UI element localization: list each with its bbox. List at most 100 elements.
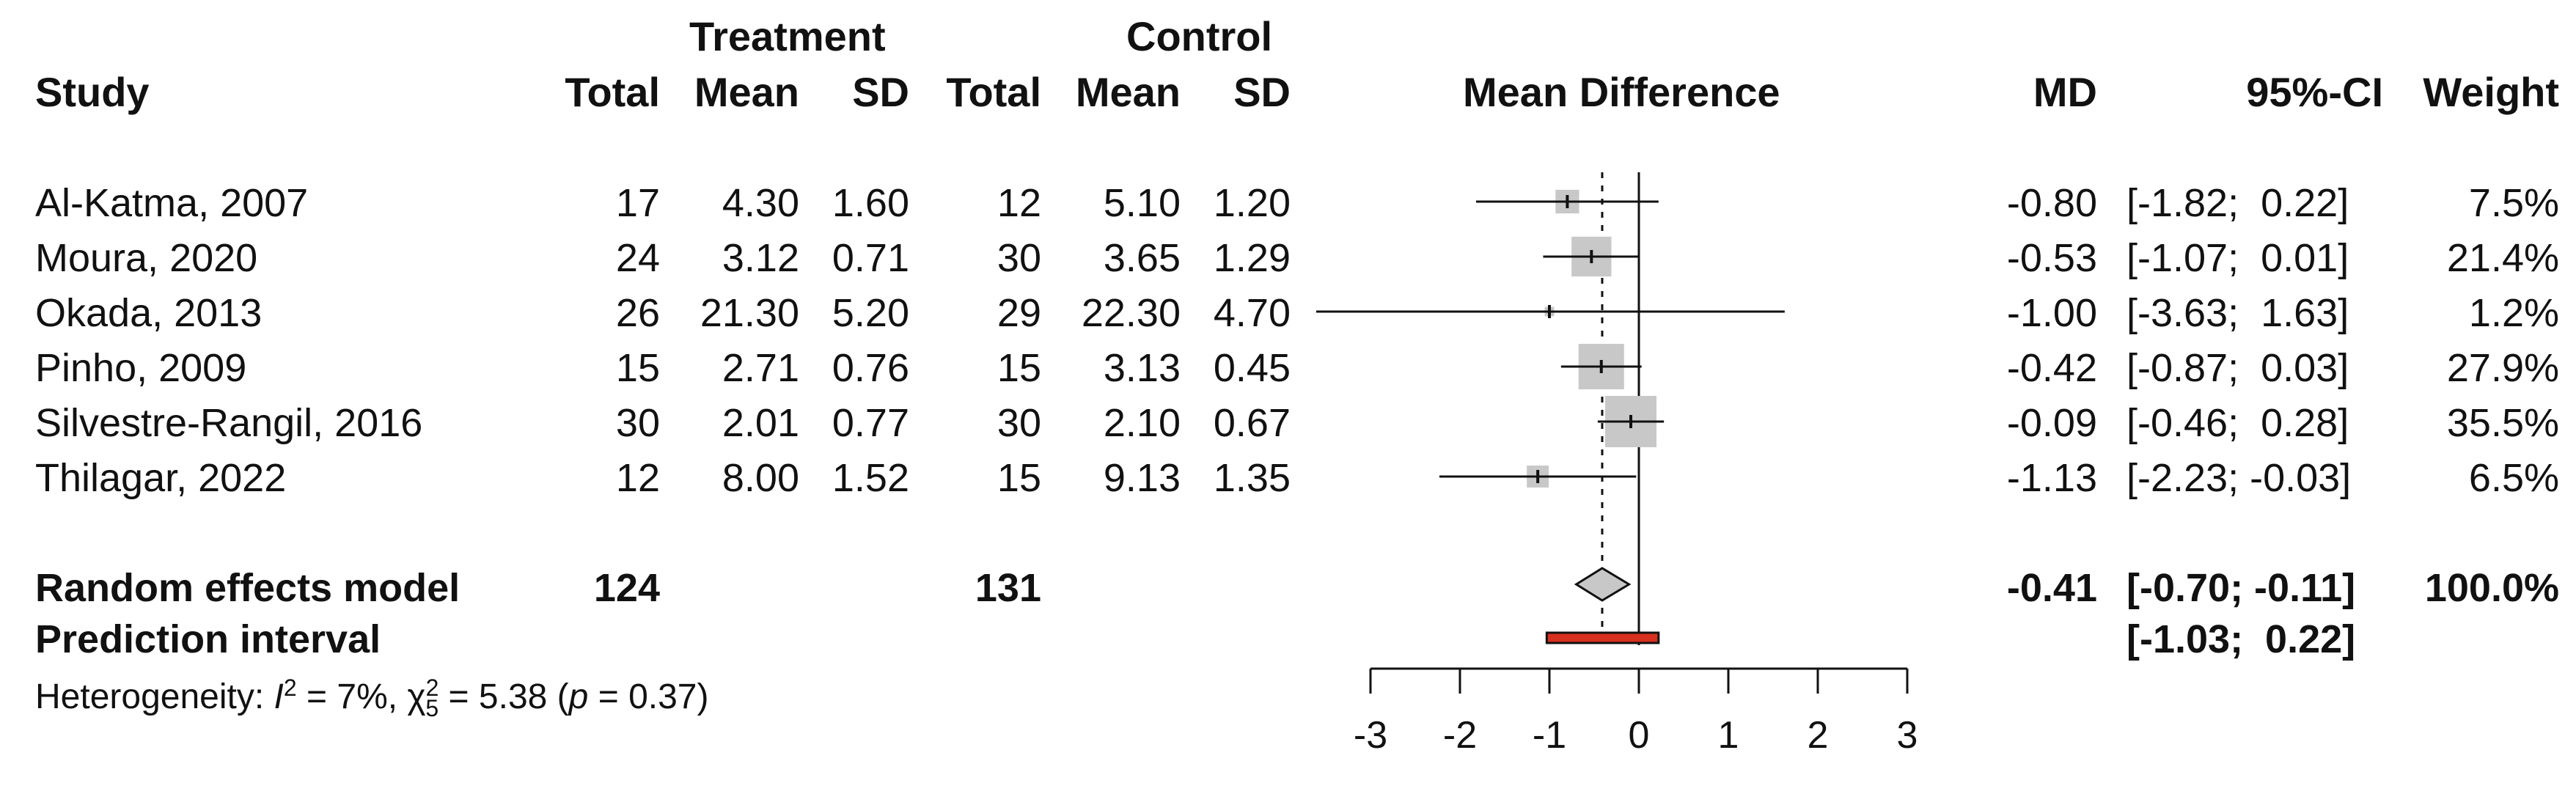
treatment-total: 17 bbox=[615, 181, 660, 225]
header-mean-difference: Mean Difference bbox=[1463, 69, 1780, 115]
weight-value: 7.5% bbox=[2468, 181, 2559, 225]
prediction-interval-ci: [-1.03; 0.22] bbox=[2127, 617, 2356, 661]
control-mean: 2.10 bbox=[1103, 401, 1181, 445]
treatment-total: 26 bbox=[615, 291, 660, 335]
x-axis-tick-label-6: 3 bbox=[1897, 714, 1918, 757]
treatment-mean: 2.01 bbox=[722, 401, 799, 445]
control-sd: 1.29 bbox=[1213, 236, 1291, 280]
study-name: Thilagar, 2022 bbox=[35, 456, 287, 500]
weight-value: 1.2% bbox=[2468, 291, 2559, 335]
study-name: Silvestre-Rangil, 2016 bbox=[35, 401, 423, 445]
md-value: -0.42 bbox=[2006, 346, 2097, 390]
treatment-sd: 0.77 bbox=[832, 401, 909, 445]
md-value: -0.80 bbox=[2006, 181, 2097, 225]
random-effects-control-total: 131 bbox=[975, 566, 1041, 610]
x-axis-tick-label-1: -2 bbox=[1443, 714, 1477, 757]
control-mean: 3.65 bbox=[1103, 236, 1181, 280]
x-axis-tick-label-3: 0 bbox=[1629, 714, 1650, 757]
study-name: Al-Katma, 2007 bbox=[35, 181, 309, 225]
study-name: Pinho, 2009 bbox=[35, 346, 247, 390]
treatment-sd: 0.71 bbox=[832, 236, 909, 280]
i2-value: = 7%, bbox=[296, 677, 408, 716]
chi-sub: 5 bbox=[425, 694, 439, 721]
treatment-mean: 8.00 bbox=[722, 456, 799, 500]
i2-symbol: I bbox=[274, 677, 284, 716]
md-value: -0.53 bbox=[2006, 236, 2097, 280]
heterogeneity-prefix: Heterogeneity: bbox=[35, 677, 274, 716]
p-value: = 0.37) bbox=[588, 677, 709, 716]
random-effects-md: -0.41 bbox=[2006, 566, 2097, 610]
header-treatment-mean: Mean bbox=[694, 69, 799, 115]
prediction-interval-label: Prediction interval bbox=[35, 617, 381, 661]
treatment-total: 30 bbox=[615, 401, 660, 445]
p-symbol: p bbox=[568, 677, 589, 716]
random-effects-label: Random effects model bbox=[35, 566, 460, 610]
study-name: Moura, 2020 bbox=[35, 236, 258, 280]
control-total: 29 bbox=[997, 291, 1041, 335]
chi-symbol: χ bbox=[407, 677, 426, 716]
weight-value: 21.4% bbox=[2446, 236, 2559, 280]
weight-value: 27.9% bbox=[2446, 346, 2559, 390]
control-total: 30 bbox=[997, 236, 1041, 280]
control-sd: 1.20 bbox=[1213, 181, 1291, 225]
x-axis-tick-label-0: -3 bbox=[1354, 714, 1387, 757]
control-sd: 0.67 bbox=[1213, 401, 1291, 445]
x-axis-tick-label-2: -1 bbox=[1533, 714, 1566, 757]
treatment-total: 24 bbox=[615, 236, 660, 280]
treatment-total: 12 bbox=[615, 456, 660, 500]
control-mean: 5.10 bbox=[1103, 181, 1181, 225]
ci-value: [-2.23; -0.03] bbox=[2127, 456, 2352, 500]
header-treatment-total: Total bbox=[565, 69, 660, 115]
prediction-interval-bar bbox=[1545, 631, 1660, 644]
header-control-mean: Mean bbox=[1075, 69, 1181, 115]
header-md: MD bbox=[2033, 69, 2097, 115]
random-effects-diamond bbox=[1574, 567, 1632, 602]
control-mean: 22.30 bbox=[1081, 291, 1181, 335]
control-sd: 0.45 bbox=[1213, 346, 1291, 390]
header-control-total: Total bbox=[946, 69, 1041, 115]
chi-sup: 2 bbox=[425, 674, 439, 701]
header-control: Control bbox=[1126, 13, 1273, 59]
treatment-sd: 0.76 bbox=[832, 346, 909, 390]
treatment-mean: 2.71 bbox=[722, 346, 799, 390]
study-name: Okada, 2013 bbox=[35, 291, 263, 335]
control-mean: 9.13 bbox=[1103, 456, 1181, 500]
chi-value: = 5.38 ( bbox=[438, 677, 569, 716]
md-value: -1.13 bbox=[2006, 456, 2097, 500]
control-total: 30 bbox=[997, 401, 1041, 445]
treatment-sd: 1.60 bbox=[832, 181, 909, 225]
header-weight: Weight bbox=[2423, 69, 2559, 115]
treatment-sd: 5.20 bbox=[832, 291, 909, 335]
i2-sup: 2 bbox=[283, 674, 297, 701]
ci-value: [-1.07; 0.01] bbox=[2127, 236, 2349, 280]
ci-value: [-1.82; 0.22] bbox=[2127, 181, 2349, 225]
control-sd: 4.70 bbox=[1213, 291, 1291, 335]
treatment-mean: 4.30 bbox=[722, 181, 799, 225]
header-treatment-sd: SD bbox=[852, 69, 909, 115]
header-ci: 95%-CI bbox=[2246, 69, 2383, 115]
header-study: Study bbox=[35, 69, 150, 115]
random-effects-treatment-total: 124 bbox=[593, 566, 660, 610]
header-treatment: Treatment bbox=[689, 13, 886, 59]
random-effects-ci: [-0.70; -0.11] bbox=[2127, 566, 2356, 610]
treatment-sd: 1.52 bbox=[832, 456, 909, 500]
treatment-mean: 21.30 bbox=[700, 291, 799, 335]
weight-value: 35.5% bbox=[2446, 401, 2559, 445]
header-control-sd: SD bbox=[1233, 69, 1291, 115]
control-mean: 3.13 bbox=[1103, 346, 1181, 390]
ci-value: [-0.87; 0.03] bbox=[2127, 346, 2349, 390]
ci-value: [-0.46; 0.28] bbox=[2127, 401, 2349, 445]
x-axis-tick-label-4: 1 bbox=[1718, 714, 1739, 757]
md-value: -0.09 bbox=[2006, 401, 2097, 445]
weight-value: 6.5% bbox=[2468, 456, 2559, 500]
md-value: -1.00 bbox=[2006, 291, 2097, 335]
treatment-total: 15 bbox=[615, 346, 660, 390]
control-total: 15 bbox=[997, 346, 1041, 390]
control-total: 15 bbox=[997, 456, 1041, 500]
treatment-mean: 3.12 bbox=[722, 236, 799, 280]
ci-value: [-3.63; 1.63] bbox=[2127, 291, 2349, 335]
control-sd: 1.35 bbox=[1213, 456, 1291, 500]
control-total: 12 bbox=[997, 181, 1041, 225]
x-axis-tick-label-5: 2 bbox=[1808, 714, 1829, 757]
